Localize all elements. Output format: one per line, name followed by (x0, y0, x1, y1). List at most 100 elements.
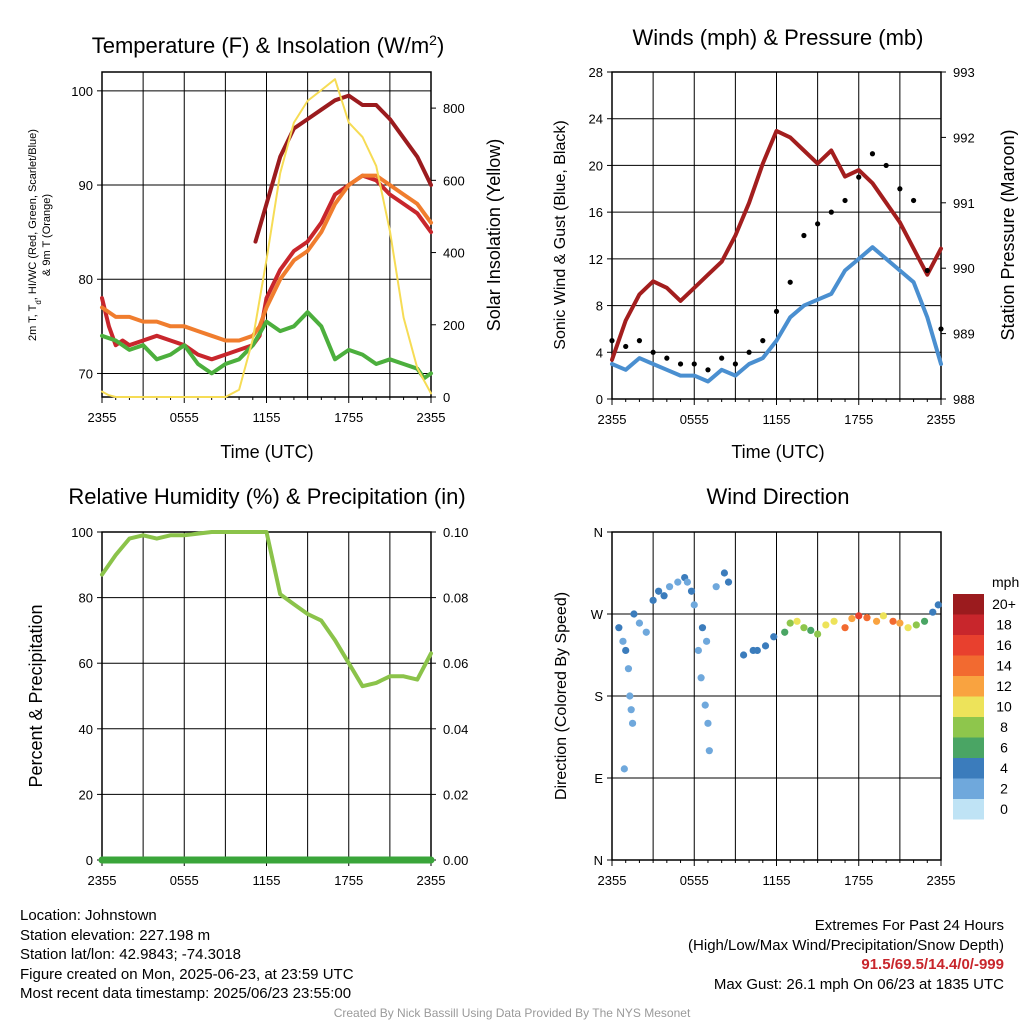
direction-point (920, 617, 929, 625)
x-tick-label: 0555 (170, 873, 199, 888)
gust-point (897, 186, 903, 192)
direction-point (929, 608, 937, 616)
gust-point (623, 343, 629, 350)
x-tick-label: 1755 (334, 873, 363, 888)
direction-point (889, 617, 897, 625)
direction-point (627, 706, 635, 714)
direction-point (655, 587, 663, 595)
gust-point (636, 338, 643, 344)
series-solar-insolation (101, 78, 432, 398)
direction-point (701, 701, 709, 709)
gust-point (828, 209, 834, 215)
temperature-ylabel-line2: & 9m T (Orange) (41, 194, 53, 276)
station-info: Location: Johnstown Station elevation: 2… (20, 906, 354, 1004)
gust-point (856, 174, 862, 180)
x-tick-label: 0555 (680, 873, 709, 888)
y2-tick-label: 991 (953, 196, 975, 211)
direction-point (626, 692, 634, 700)
y-tick-label: N (594, 853, 603, 868)
y2-tick-label: 0.06 (443, 656, 468, 671)
y2-tick-label: 800 (443, 101, 465, 116)
gust-point (801, 232, 807, 239)
extremes-title: Extremes For Past 24 Hours (814, 917, 1004, 934)
y-tick-label: E (594, 771, 603, 786)
legend-label: 4 (1000, 760, 1008, 776)
gust-point (938, 326, 944, 332)
direction-point (814, 630, 822, 638)
direction-point (690, 601, 698, 609)
gust-point (691, 361, 697, 367)
gust-point (732, 361, 738, 367)
plot-frame (101, 71, 432, 398)
y2-tick-label: 600 (443, 173, 465, 188)
direction-point (841, 624, 849, 632)
gust-point (650, 349, 656, 355)
y-tick-label: 40 (79, 722, 93, 737)
y-tick-label: N (594, 525, 603, 540)
legend-title: mph (992, 574, 1019, 590)
legend-label: 6 (1000, 740, 1008, 756)
direction-point (697, 674, 705, 682)
wind-direction-panel: Wind Direction N E S W N 2355 0555 1155 1755 2355… (553, 484, 1019, 888)
gust-point (719, 355, 725, 361)
y2-tick-label: 988 (953, 392, 975, 407)
elevation-text: Station elevation: 227.198 m (20, 926, 211, 944)
gust-point (787, 279, 793, 285)
y2-tick-label: 992 (953, 130, 975, 145)
recent-data-text: Most recent data timestamp: 2025/06/23 2… (20, 985, 352, 1002)
direction-point (724, 578, 733, 586)
x-tick-label: 2355 (88, 873, 117, 888)
x-tick-label: 2355 (598, 873, 627, 888)
legend-label: 2 (1000, 781, 1008, 797)
x-tick-label: 0555 (680, 412, 709, 427)
gust-point (924, 267, 930, 274)
y-tick-label: 28 (589, 65, 603, 80)
y2-tick-label: 990 (953, 261, 975, 276)
legend-swatch (953, 614, 984, 635)
plot-frame (611, 71, 942, 400)
gust-point (869, 151, 876, 157)
y-tick-label: 24 (589, 112, 603, 127)
y2-tick-label: 0.02 (443, 787, 468, 802)
x-tick-label: 2355 (598, 412, 627, 427)
gust-point (677, 361, 684, 367)
legend-label: 12 (996, 678, 1012, 694)
gust-point (910, 197, 917, 204)
y2-tick-label: 993 (953, 65, 975, 80)
humidity-panel: Relative Humidity (%) & Precipitation (i… (26, 484, 468, 888)
location-text: Location: Johnstown (20, 907, 157, 924)
legend-swatch (953, 758, 984, 779)
humidity-plot-area: 0 20 40 60 80 100 0.00 0.02 0.04 0.06 0.08 0.10 2355… (71, 525, 468, 888)
series-sonic-wind (610, 245, 943, 384)
direction-point (642, 628, 650, 636)
y-tick-label: 20 (79, 787, 93, 802)
x-tick-label: 0555 (170, 410, 199, 425)
temperature-xlabel: Time (UTC) (220, 442, 313, 462)
y2-tick-label: 989 (953, 327, 975, 342)
y-tick-label: 12 (589, 252, 603, 267)
temperature-plot-area: 70 80 90 100 0 200 400 600 800 2355 0555 1155 1755 23… (71, 71, 465, 425)
y-tick-label: 4 (596, 345, 603, 360)
credit-text: Created By Nick Bassill Using Data Provi… (333, 1006, 691, 1020)
direction-point (660, 592, 668, 600)
legend-label: 0 (1000, 801, 1008, 817)
direction-point (863, 614, 871, 622)
winds-y2label: Station Pressure (Maroon) (998, 129, 1018, 340)
legend-swatch (953, 799, 984, 820)
winds-plot-area: 0 4 8 12 16 20 24 28 988 989 990 991 992 993 2355 0555 1… (589, 65, 975, 427)
y-tick-label: 20 (589, 158, 603, 173)
x-tick-label: 1755 (334, 410, 363, 425)
legend-swatch (953, 635, 984, 656)
y-tick-label: 100 (71, 525, 93, 540)
x-tick-label: 1155 (253, 410, 281, 425)
y-tick-label: 80 (79, 591, 93, 606)
winds-ylabel: Sonic Wind & Gust (Blue, Black) (552, 120, 569, 349)
direction-point (683, 578, 691, 586)
gust-point (773, 308, 780, 315)
direction-point (720, 569, 729, 577)
y2-tick-label: 0.04 (443, 722, 468, 737)
humidity-ylabel: Percent & Precipitation (26, 604, 46, 787)
temperature-title: Temperature (F) & Insolation (W/m2) (92, 32, 445, 58)
direction-point (896, 619, 904, 627)
y2-tick-label: 0.00 (443, 853, 468, 868)
